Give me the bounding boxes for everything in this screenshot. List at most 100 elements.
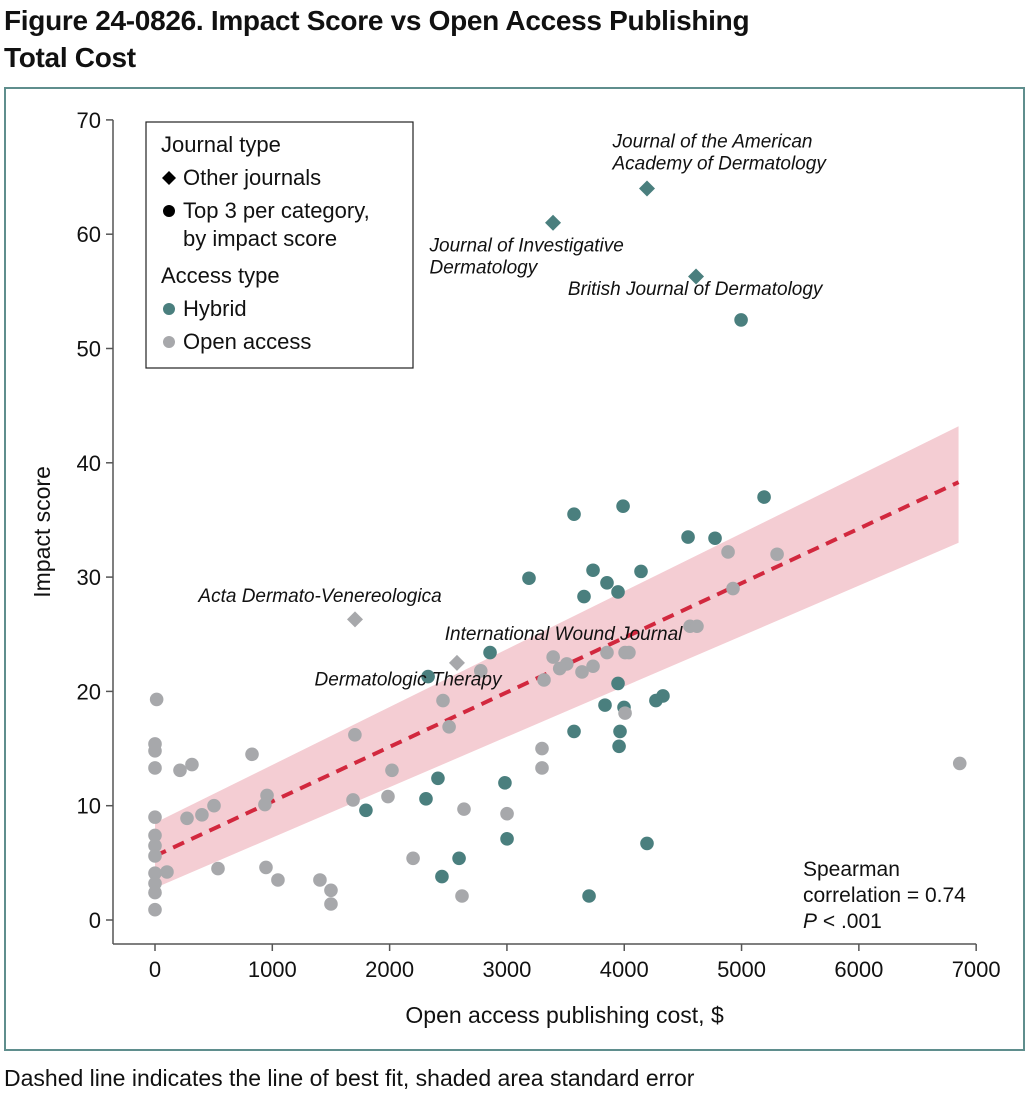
journal-annotation: Journal of the American xyxy=(612,131,813,152)
data-point-circle-hybrid xyxy=(452,851,466,866)
legend-section-title: Access type xyxy=(161,263,280,288)
data-point-circle-open-access xyxy=(207,798,221,813)
legend-item-label: Other journals xyxy=(183,165,321,190)
data-point-circle-open-access xyxy=(436,693,450,708)
data-point-circle-hybrid xyxy=(708,531,722,546)
data-point-circle-hybrid xyxy=(616,499,630,514)
data-point-diamond-hybrid xyxy=(545,214,562,231)
p-value-text: < .001 xyxy=(817,910,882,933)
data-point-circle-hybrid xyxy=(640,836,654,851)
data-point-circle-open-access xyxy=(455,889,469,903)
data-point-circle-open-access xyxy=(185,757,199,772)
data-point-circle-open-access xyxy=(600,645,614,660)
journal-annotation: Acta Dermato-Venereologica xyxy=(197,586,441,607)
legend-box xyxy=(145,121,414,369)
journal-annotation: British Journal of Dermatology xyxy=(568,279,824,300)
data-point-diamond-open-access xyxy=(448,654,465,671)
data-point-circle-open-access xyxy=(586,659,600,674)
data-point-circle-open-access xyxy=(271,873,285,887)
y-tick-label: 40 xyxy=(77,451,101,476)
data-point-circle-hybrid xyxy=(649,693,663,708)
data-point-circle-open-access xyxy=(148,744,162,758)
y-tick-label: 30 xyxy=(77,565,101,590)
legend: Journal type Other journals Top 3 per cate… xyxy=(145,121,414,369)
data-point-circle-hybrid xyxy=(734,313,748,327)
x-tick-label: 6000 xyxy=(834,957,883,982)
data-point-circle-open-access xyxy=(618,706,632,720)
data-point-circle-hybrid xyxy=(419,792,433,806)
data-point-circle-open-access xyxy=(148,866,162,880)
x-tick-label: 0 xyxy=(149,957,161,982)
data-point-circle-open-access xyxy=(149,692,164,707)
data-point-circle-open-access xyxy=(148,849,162,863)
x-tick-label: 2000 xyxy=(365,957,414,982)
data-point-circle-open-access xyxy=(346,793,360,807)
data-point-circle-hybrid xyxy=(681,530,695,544)
data-point-circle-hybrid xyxy=(600,576,614,590)
data-point-circle-hybrid xyxy=(435,869,449,884)
data-points xyxy=(148,180,967,917)
journal-annotation: Dermatologic Therapy xyxy=(315,670,503,691)
p-value: P < .001 xyxy=(803,910,882,933)
y-tick-label: 50 xyxy=(77,337,101,362)
figure-title-line-2: Total Cost xyxy=(4,42,136,73)
journal-annotation-line-2: Dermatology xyxy=(430,257,539,278)
data-point-circle-open-access xyxy=(148,885,162,900)
data-point-circle-open-access xyxy=(770,547,784,562)
data-point-circle-hybrid xyxy=(612,739,626,754)
legend-diamond-icon xyxy=(162,171,176,185)
x-tick-label: 1000 xyxy=(248,957,297,982)
legend-item-label: Top 3 per category, xyxy=(183,198,370,223)
data-point-circle-open-access xyxy=(381,789,395,804)
data-point-circle-open-access xyxy=(258,797,272,812)
axes: 0 10 20 30 40 50 60 70 0 1000 2000 3000 4000 5000 6000… xyxy=(29,108,1001,1028)
data-point-circle-open-access xyxy=(259,860,273,875)
spearman-annotation: Spearman correlation = 0.74 P < .001 xyxy=(803,858,966,933)
data-point-circle-hybrid xyxy=(634,564,648,579)
data-point-circle-hybrid xyxy=(567,507,581,522)
correlation-value: correlation = 0.74 xyxy=(803,884,966,907)
data-point-circle-hybrid xyxy=(421,669,435,684)
legend-item-label: Hybrid xyxy=(183,296,247,321)
data-point-diamond-hybrid xyxy=(688,268,705,285)
legend-item-label-line-2: by impact score xyxy=(183,226,337,251)
data-point-circle-open-access xyxy=(195,808,209,822)
data-point-circle-open-access xyxy=(473,664,488,678)
figure-title-line-1: Figure 24-0826. Impact Score vs Open Acc… xyxy=(4,5,750,36)
data-point-circle-open-access xyxy=(622,645,636,660)
data-point-circle-open-access xyxy=(535,761,549,775)
data-point-circle-hybrid xyxy=(598,698,612,712)
data-point-circle-open-access xyxy=(148,828,162,843)
data-point-circle-open-access xyxy=(575,665,589,679)
data-point-circle-open-access xyxy=(442,720,456,734)
data-point-circle-hybrid xyxy=(613,724,627,739)
journal-annotation: Journal of Investigative xyxy=(429,235,624,256)
data-point-circle-open-access xyxy=(457,802,471,816)
data-point-circle-open-access xyxy=(500,806,514,821)
data-point-circle-open-access xyxy=(313,873,327,887)
figure-title: Figure 24-0826. Impact Score vs Open Acc… xyxy=(4,2,1004,76)
data-point-circle-open-access xyxy=(148,761,162,775)
y-tick-label: 20 xyxy=(77,679,101,704)
legend-circle-icon xyxy=(163,303,175,315)
data-point-circle-hybrid xyxy=(611,585,625,599)
data-point-circle-hybrid xyxy=(498,776,512,790)
data-point-circle-open-access xyxy=(546,650,560,664)
x-tick-label: 7000 xyxy=(952,957,1001,982)
data-point-circle-open-access xyxy=(245,747,259,762)
data-point-circle-open-access xyxy=(535,741,549,756)
y-tick-label: 10 xyxy=(77,794,101,819)
data-point-circle-open-access xyxy=(690,619,704,634)
data-point-circle-hybrid xyxy=(586,563,600,578)
data-point-circle-open-access xyxy=(211,861,225,876)
data-point-circle-open-access xyxy=(552,661,567,676)
data-point-circle-open-access xyxy=(385,763,399,778)
data-point-circle-hybrid xyxy=(483,645,497,660)
data-point-circle-hybrid xyxy=(577,589,591,604)
p-symbol: P xyxy=(803,910,817,933)
figure-caption: Dashed line indicates the line of best f… xyxy=(4,1065,695,1091)
data-point-circle-hybrid xyxy=(431,771,445,786)
x-axis-label: Open access publishing cost, $ xyxy=(405,1002,724,1028)
